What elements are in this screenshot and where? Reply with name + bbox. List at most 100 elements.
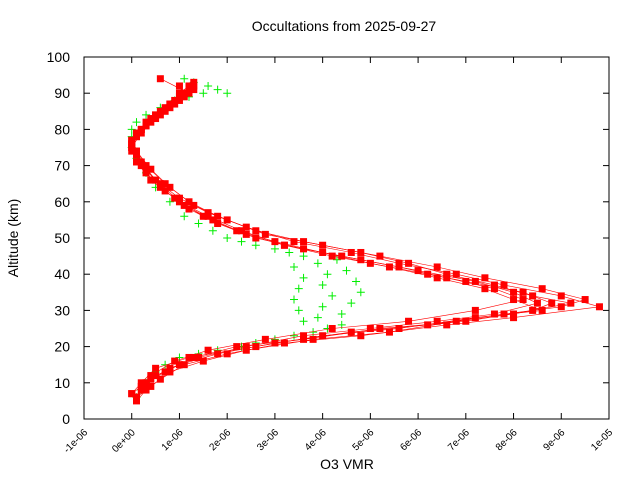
red-square-point: [152, 364, 160, 372]
red-square-point: [471, 314, 479, 322]
x-tick-label: 8e-06: [494, 427, 520, 453]
green-plus-point: [208, 226, 217, 235]
red-square-point: [452, 270, 460, 278]
green-plus-point: [337, 310, 346, 319]
red-square-point: [142, 379, 150, 387]
red-square-point: [252, 343, 260, 351]
y-tick-label: 40: [54, 266, 70, 282]
red-square-point: [137, 125, 145, 133]
green-plus-point: [342, 266, 351, 275]
red-square-point: [175, 89, 183, 97]
red-square-point: [347, 328, 355, 336]
green-plus-point: [290, 331, 298, 340]
green-plus-point: [352, 277, 361, 286]
red-square-point: [395, 263, 403, 271]
red-square-point: [133, 397, 140, 405]
red-square-point: [519, 288, 527, 296]
red-square-point: [581, 296, 589, 304]
red-square-point: [567, 299, 575, 307]
red-square-point: [161, 180, 169, 188]
red-square-point: [152, 372, 160, 380]
red-square-point: [595, 303, 603, 311]
red-square-point: [366, 325, 374, 332]
red-square-point: [190, 82, 198, 90]
red-square-point: [128, 390, 136, 398]
red-square-point: [443, 321, 451, 329]
red-square-point: [166, 368, 174, 376]
red-profile-line: [131, 82, 525, 394]
red-square-point: [424, 270, 432, 278]
red-square-point: [309, 335, 317, 343]
red-square-point: [195, 353, 203, 361]
red-square-point: [510, 314, 518, 322]
red-square-point: [462, 277, 470, 285]
y-tick-label: 0: [62, 411, 70, 427]
green-plus-point: [132, 118, 141, 127]
red-square-point: [538, 285, 546, 293]
red-square-point: [175, 194, 183, 202]
red-square-point: [261, 230, 269, 238]
red-square-point: [185, 353, 193, 361]
red-square-point: [137, 162, 145, 170]
red-square-point: [185, 89, 193, 97]
y-tick-label: 80: [54, 121, 70, 137]
red-square-point: [280, 339, 288, 347]
red-square-point: [471, 277, 479, 285]
green-plus-point: [175, 353, 184, 362]
red-square-point: [142, 165, 150, 173]
red-square-point: [166, 100, 174, 108]
red-square-point: [142, 122, 150, 130]
green-plus-point: [318, 302, 327, 311]
green-plus-point: [299, 252, 308, 261]
x-tick-label: 5e-06: [351, 427, 377, 453]
y-tick-label: 90: [54, 85, 70, 101]
red-square-point: [376, 252, 384, 260]
red-square-point: [433, 274, 441, 282]
red-square-point: [557, 303, 565, 311]
red-square-point: [533, 299, 541, 307]
red-square-point: [204, 212, 212, 220]
red-square-point: [280, 241, 288, 249]
x-tick-labels: -1e-06 0e+00 1e-06 2e-06 3e-06 4e-06 5e-06 6e-0…: [62, 427, 616, 456]
red-square-point: [490, 281, 498, 289]
red-square-point: [319, 332, 327, 340]
red-square-point: [171, 357, 179, 365]
red-square-point: [500, 310, 508, 318]
red-square-point: [357, 248, 365, 256]
red-square-point: [300, 238, 308, 246]
green-plus-point: [299, 317, 308, 326]
green-plus-point: [223, 89, 232, 98]
red-square-point: [233, 227, 241, 235]
green-plus-point: [313, 259, 322, 268]
green-plus-point: [285, 248, 294, 257]
green-plus-point: [294, 284, 303, 293]
red-square-point: [180, 361, 188, 369]
green-plus-point: [323, 270, 332, 279]
red-square-point: [204, 346, 212, 354]
green-plus-point: [142, 110, 151, 119]
red-square-point: [328, 325, 336, 332]
green-plus-point: [313, 313, 322, 322]
green-plus-point: [223, 234, 232, 242]
red-square-point: [300, 335, 308, 343]
red-square-point: [137, 379, 145, 387]
red-square-point: [185, 205, 193, 213]
green-plus-point: [213, 85, 222, 94]
green-plus-point: [299, 273, 308, 282]
red-square-point: [156, 75, 164, 83]
red-square-point: [147, 176, 155, 184]
x-tick-label: 2e-06: [207, 427, 233, 453]
red-square-point: [510, 310, 518, 318]
green-plus-point: [237, 237, 246, 246]
red-square-point: [133, 393, 140, 401]
red-square-point: [433, 317, 441, 325]
red-square-point: [452, 317, 460, 325]
red-square-point: [142, 169, 150, 177]
red-square-point: [319, 248, 327, 256]
green-plus-point: [251, 241, 260, 250]
red-profile-line: [131, 85, 571, 398]
y-tick-labels: 0 10 20 30 40 50 60 70 80 90 100: [47, 49, 71, 427]
axis-ticks: [83, 56, 610, 420]
green-plus-point: [165, 197, 174, 206]
